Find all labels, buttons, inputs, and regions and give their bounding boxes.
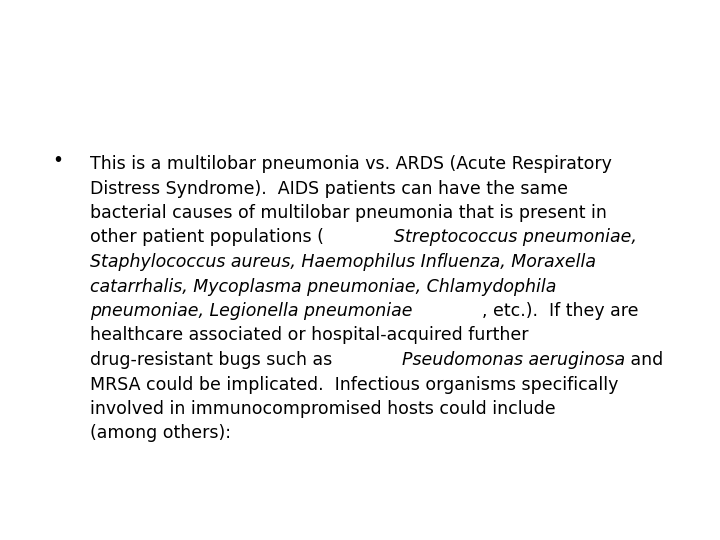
Text: Staphylococcus aureus, Haemophilus Influenza, Moraxella: Staphylococcus aureus, Haemophilus Influ…: [90, 253, 596, 271]
Text: This is a multilobar pneumonia vs. ARDS (Acute Respiratory: This is a multilobar pneumonia vs. ARDS …: [90, 155, 612, 173]
Text: Pseudomonas aeruginosa: Pseudomonas aeruginosa: [402, 351, 625, 369]
Text: pneumoniae, Legionella pneumoniae: pneumoniae, Legionella pneumoniae: [90, 302, 413, 320]
Text: bacterial causes of multilobar pneumonia that is present in: bacterial causes of multilobar pneumonia…: [90, 204, 607, 222]
Text: , etc.).  If they are: , etc.). If they are: [482, 302, 639, 320]
Text: involved in immunocompromised hosts could include: involved in immunocompromised hosts coul…: [90, 400, 556, 418]
Text: MRSA could be implicated.  Infectious organisms specifically: MRSA could be implicated. Infectious org…: [90, 375, 618, 394]
Text: drug-resistant bugs such as: drug-resistant bugs such as: [90, 351, 332, 369]
Text: healthcare associated or hospital-acquired further: healthcare associated or hospital-acquir…: [90, 327, 528, 345]
Text: catarrhalis, Mycoplasma pneumoniae, Chlamydophila: catarrhalis, Mycoplasma pneumoniae, Chla…: [90, 278, 557, 295]
Text: and: and: [625, 351, 663, 369]
Text: Streptococcus pneumoniae,: Streptococcus pneumoniae,: [394, 228, 636, 246]
Text: •: •: [52, 152, 63, 171]
Text: Distress Syndrome).  AIDS patients can have the same: Distress Syndrome). AIDS patients can ha…: [90, 179, 568, 198]
Text: (among others):: (among others):: [90, 424, 231, 442]
Text: other patient populations (: other patient populations (: [90, 228, 324, 246]
